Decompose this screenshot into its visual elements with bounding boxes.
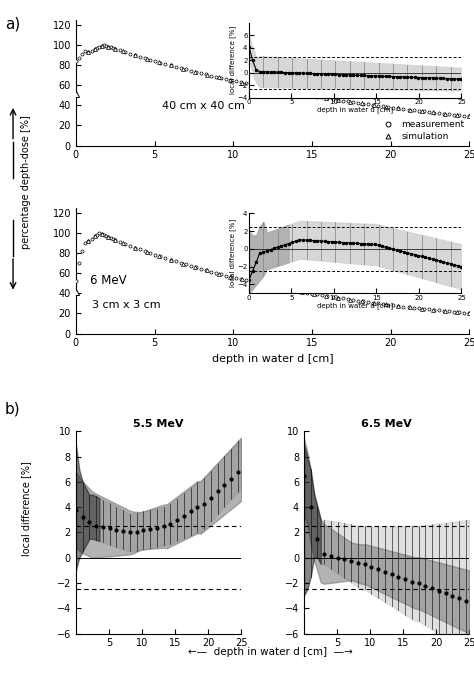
Text: a): a) — [5, 17, 20, 32]
Title: 6.5 MeV: 6.5 MeV — [361, 419, 412, 429]
Text: b): b) — [5, 401, 20, 416]
Text: percentage depth-dose [%]: percentage depth-dose [%] — [21, 115, 31, 249]
Title: 5.5 MeV: 5.5 MeV — [133, 419, 184, 429]
Text: 6 MeV: 6 MeV — [90, 274, 127, 287]
Text: 3 cm x 3 cm: 3 cm x 3 cm — [91, 301, 160, 311]
Text: ←—  depth in water d [cm]  —→: ←— depth in water d [cm] —→ — [188, 647, 353, 657]
Text: 40 cm x 40 cm: 40 cm x 40 cm — [163, 102, 245, 111]
Text: local difference [%]: local difference [%] — [21, 462, 31, 556]
Legend: measurement, simulation: measurement, simulation — [379, 121, 465, 141]
X-axis label: depth in water d [cm]: depth in water d [cm] — [212, 354, 333, 364]
